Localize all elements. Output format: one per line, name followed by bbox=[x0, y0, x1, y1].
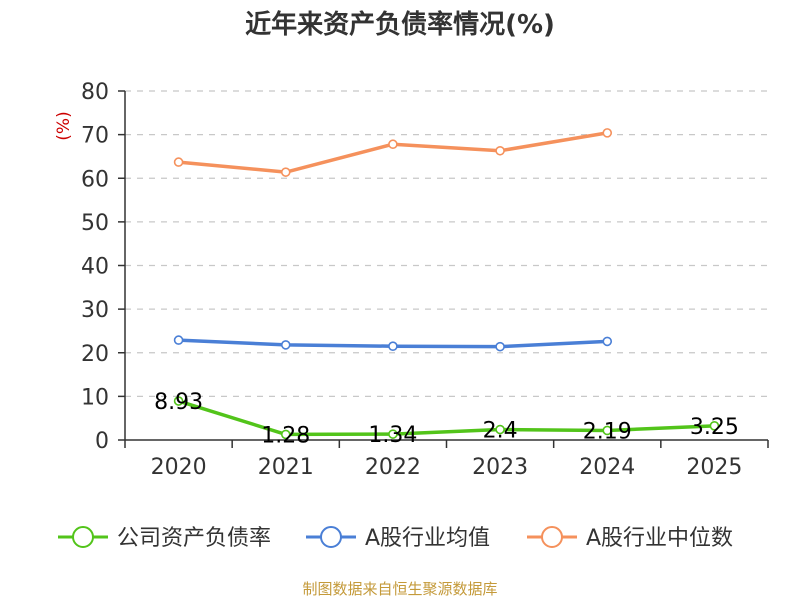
data-label: 1.28 bbox=[261, 423, 310, 448]
x-tick-label: 2025 bbox=[686, 455, 742, 480]
x-tick-label: 2024 bbox=[579, 455, 635, 480]
chart-title: 近年来资产负债率情况(%) bbox=[245, 9, 555, 40]
data-point[interactable] bbox=[173, 335, 184, 345]
series-line-0 bbox=[178, 399, 715, 437]
x-tick-label: 2022 bbox=[365, 455, 421, 480]
legend-label: A股行业中位数 bbox=[586, 526, 733, 551]
data-point[interactable] bbox=[602, 425, 613, 436]
legend-circle-marker bbox=[72, 526, 94, 548]
series-lines bbox=[173, 128, 720, 440]
data-point[interactable] bbox=[388, 139, 398, 150]
data-point[interactable] bbox=[495, 145, 505, 156]
data-point[interactable] bbox=[280, 429, 291, 440]
legend[interactable]: 公司资产负债率 A股行业均值 A股行业中位数 bbox=[58, 526, 733, 551]
y-tick-label: 80 bbox=[81, 80, 109, 105]
data-label: 2.4 bbox=[483, 419, 518, 444]
data-point[interactable] bbox=[602, 128, 613, 138]
legend-label: 公司资产负债率 bbox=[117, 526, 271, 551]
x-tick-label: 2021 bbox=[258, 455, 314, 480]
grid-lines bbox=[125, 90, 768, 397]
data-point[interactable] bbox=[173, 396, 184, 406]
data-point[interactable] bbox=[495, 424, 505, 435]
x-tick-label: 2023 bbox=[472, 455, 528, 480]
data-point[interactable] bbox=[495, 341, 505, 352]
y-tick-label: 30 bbox=[81, 298, 109, 323]
y-tick-label: 70 bbox=[81, 124, 109, 149]
data-point[interactable] bbox=[173, 157, 184, 167]
legend-item-2[interactable]: A股行业中位数 bbox=[527, 526, 733, 551]
legend-circle-marker bbox=[320, 526, 342, 548]
data-point[interactable] bbox=[709, 421, 720, 431]
y-tick-label: 0 bbox=[95, 429, 109, 454]
axes: 0 10 20 30 40 50 60 70 80 2020 2021 2022 2023 2024 202… bbox=[81, 80, 769, 480]
data-point[interactable] bbox=[388, 341, 398, 352]
legend-label: A股行业均值 bbox=[365, 526, 490, 551]
data-label: 8.93 bbox=[154, 390, 203, 415]
series-line-2 bbox=[178, 131, 608, 174]
data-labels: 8.93 1.28 1.34 2.4 2.19 3.25 bbox=[154, 390, 739, 448]
data-point[interactable] bbox=[602, 336, 613, 347]
legend-item-0[interactable]: 公司资产负债率 bbox=[58, 526, 271, 551]
y-tick-label: 40 bbox=[81, 255, 109, 280]
y-tick-label: 20 bbox=[81, 342, 109, 367]
data-label: 2.19 bbox=[583, 419, 632, 444]
legend-circle-marker bbox=[541, 526, 563, 548]
data-label: 3.25 bbox=[690, 415, 739, 440]
y-axis-unit-label: (%) bbox=[54, 111, 74, 140]
y-tick-label: 10 bbox=[81, 385, 109, 410]
data-point[interactable] bbox=[280, 340, 291, 350]
y-tick-label: 60 bbox=[81, 167, 109, 192]
data-point[interactable] bbox=[280, 167, 291, 177]
legend-item-1[interactable]: A股行业均值 bbox=[306, 526, 490, 551]
x-tick-label: 2020 bbox=[151, 455, 207, 480]
data-label: 1.34 bbox=[368, 423, 417, 448]
data-point[interactable] bbox=[388, 429, 398, 439]
y-tick-label: 50 bbox=[81, 211, 109, 236]
source-note: 制图数据来自恒生聚源数据库 bbox=[302, 580, 497, 598]
